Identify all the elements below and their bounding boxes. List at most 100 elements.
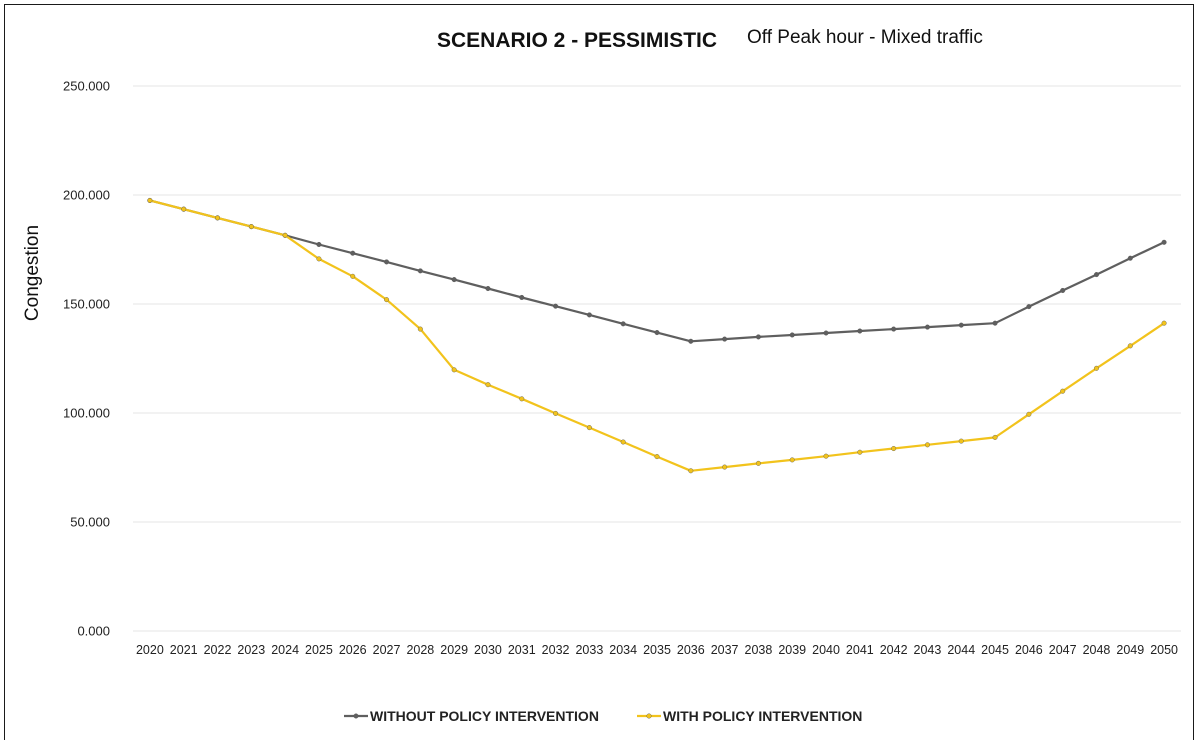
chart-frame: SCENARIO 2 - PESSIMISTIC Off Peak hour -…	[4, 4, 1194, 740]
data-point	[654, 454, 660, 460]
x-tick-label: 2036	[677, 643, 705, 657]
x-tick-label: 2025	[305, 643, 333, 657]
data-point	[857, 328, 863, 334]
x-tick-label: 2038	[745, 643, 773, 657]
data-point	[181, 206, 187, 212]
data-point	[553, 303, 559, 309]
x-tick-label: 2043	[914, 643, 942, 657]
x-tick-label: 2027	[373, 643, 401, 657]
data-point	[1161, 320, 1167, 326]
data-point	[1026, 304, 1032, 310]
legend-marker	[646, 713, 652, 719]
data-point	[958, 322, 964, 328]
legend-label: WITHOUT POLICY INTERVENTION	[370, 708, 599, 724]
x-tick-label: 2040	[812, 643, 840, 657]
data-point	[1093, 365, 1099, 371]
x-tick-label: 2030	[474, 643, 502, 657]
y-axis-label: Congestion	[22, 225, 43, 321]
data-point	[688, 338, 694, 344]
data-point	[1161, 239, 1167, 245]
data-point	[350, 250, 356, 256]
data-point	[519, 294, 525, 300]
data-point	[1060, 388, 1066, 394]
x-tick-label: 2041	[846, 643, 874, 657]
x-tick-label: 2048	[1083, 643, 1111, 657]
data-point	[789, 332, 795, 338]
data-point	[924, 442, 930, 448]
data-point	[586, 312, 592, 318]
data-point	[586, 425, 592, 431]
data-point	[384, 259, 390, 265]
data-point	[722, 336, 728, 342]
y-tick-label: 50.000	[70, 515, 110, 530]
data-point	[417, 268, 423, 274]
series-line	[149, 199, 1165, 343]
data-point	[1060, 287, 1066, 293]
legend-marker	[353, 713, 359, 719]
x-tick-label: 2020	[136, 643, 164, 657]
data-point	[1026, 411, 1032, 417]
x-tick-label: 2023	[237, 643, 265, 657]
data-point	[654, 330, 660, 336]
data-point	[755, 460, 761, 466]
data-point	[891, 446, 897, 452]
x-tick-label: 2046	[1015, 643, 1043, 657]
data-point	[688, 468, 694, 474]
chart-title-group: SCENARIO 2 - PESSIMISTIC Off Peak hour -…	[437, 27, 983, 52]
x-tick-label: 2035	[643, 643, 671, 657]
chart-title: SCENARIO 2 - PESSIMISTIC	[437, 29, 717, 52]
x-tick-label: 2022	[204, 643, 232, 657]
series-1	[147, 197, 1167, 344]
line-chart: SCENARIO 2 - PESSIMISTIC Off Peak hour -…	[22, 27, 1181, 724]
x-tick-label: 2047	[1049, 643, 1077, 657]
y-tick-label: 200.000	[63, 188, 110, 203]
data-point	[384, 297, 390, 303]
data-point	[485, 382, 491, 388]
data-point	[958, 438, 964, 444]
legend: WITHOUT POLICY INTERVENTION WITH POLICY I…	[344, 708, 862, 724]
y-tick-label: 250.000	[63, 79, 110, 94]
data-point	[755, 334, 761, 340]
x-tick-label: 2044	[947, 643, 975, 657]
data-point	[519, 396, 525, 402]
data-point	[147, 197, 153, 203]
x-axis-ticks: 2020 2021 2022 2023 2024 2025 2026 2027 2028 2029…	[136, 643, 1178, 657]
y-tick-label: 100.000	[63, 406, 110, 421]
data-point	[1127, 255, 1133, 261]
data-point	[620, 439, 626, 445]
data-point	[722, 464, 728, 470]
data-point	[350, 273, 356, 279]
series-2	[147, 197, 1167, 474]
x-tick-label: 2032	[542, 643, 570, 657]
x-tick-label: 2045	[981, 643, 1009, 657]
chart-subtitle: Off Peak hour - Mixed traffic	[747, 27, 983, 48]
data-point	[282, 232, 288, 238]
data-point	[553, 410, 559, 416]
series-layer	[147, 197, 1167, 474]
data-point	[823, 453, 829, 459]
legend-label: WITH POLICY INTERVENTION	[663, 708, 862, 724]
data-point	[451, 367, 457, 373]
data-point	[823, 330, 829, 336]
x-tick-label: 2049	[1116, 643, 1144, 657]
data-point	[451, 277, 457, 283]
data-point	[248, 224, 254, 230]
x-tick-label: 2029	[440, 643, 468, 657]
x-tick-label: 2024	[271, 643, 299, 657]
data-point	[316, 241, 322, 247]
x-tick-label: 2050	[1150, 643, 1178, 657]
data-point	[316, 256, 322, 262]
x-tick-label: 2031	[508, 643, 536, 657]
y-tick-label: 150.000	[63, 297, 110, 312]
data-point	[417, 326, 423, 332]
y-axis-ticks: 0.000 50.000 100.000 150.000 200.000 250.000	[63, 79, 110, 639]
x-tick-label: 2042	[880, 643, 908, 657]
data-point	[789, 457, 795, 463]
data-point	[924, 324, 930, 330]
y-tick-label: 0.000	[77, 624, 110, 639]
data-point	[992, 434, 998, 440]
x-tick-label: 2037	[711, 643, 739, 657]
x-tick-label: 2021	[170, 643, 198, 657]
data-point	[857, 449, 863, 455]
data-point	[485, 286, 491, 292]
